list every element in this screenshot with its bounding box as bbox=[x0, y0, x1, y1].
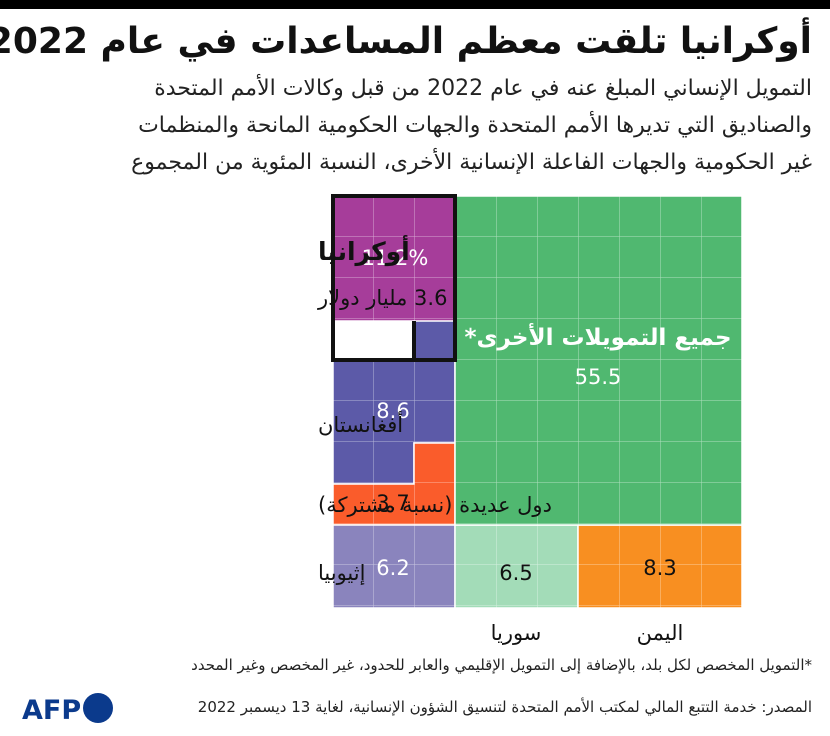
category-label-ethiopia: إثيوبيا bbox=[318, 561, 365, 586]
category-label-ukraine: أوكرانيا bbox=[318, 235, 410, 267]
category-label-afghanistan: أفغانستان bbox=[318, 411, 403, 437]
value-label-syria: 6.5 bbox=[499, 561, 532, 585]
footnote: *التمويل المخصص لكل بلد، بالإضافة إلى ال… bbox=[191, 656, 812, 674]
source-note: المصدر: خدمة التتبع المالي لمكتب الأمم ا… bbox=[197, 698, 812, 716]
value-label-ukraine: 11.2% bbox=[362, 246, 429, 270]
amount-label-ukraine: 3.6 مليار دولار bbox=[317, 286, 447, 310]
afp-logo-text: AFP bbox=[22, 695, 81, 726]
ukraine-highlight-border bbox=[331, 194, 457, 362]
value-label-afghanistan: 8.6 bbox=[376, 399, 409, 423]
category-label-yemen: اليمن bbox=[637, 621, 684, 645]
afp-logo-circle bbox=[83, 693, 113, 723]
value-label-yemen: 8.3 bbox=[643, 556, 676, 580]
chart-title: أوكرانيا تلقت معظم المساعدات في عام 2022 bbox=[0, 21, 812, 62]
subtitle-line: غير الحكومية والجهات الفاعلة الإنسانية ا… bbox=[131, 150, 812, 175]
grid-overlay bbox=[332, 195, 742, 608]
chart-subtitle: التمويل الإنساني المبلغ عنه في عام 2022 … bbox=[12, 70, 812, 181]
top-bar bbox=[0, 0, 830, 9]
category-label-all-other-funding: جميع التمويلات الأخرى* bbox=[464, 322, 731, 351]
category-label-multiple-countries: دول عديدة (نسبة مشتركة) bbox=[318, 493, 552, 517]
subtitle-line: والصناديق التي تديرها الأمم المتحدة والج… bbox=[138, 113, 812, 138]
subtitle-line: التمويل الإنساني المبلغ عنه في عام 2022 … bbox=[154, 76, 812, 101]
value-label-ethiopia: 6.2 bbox=[376, 556, 409, 580]
value-label-multiple-countries: 3.7 bbox=[376, 491, 409, 515]
category-label-syria: سوريا bbox=[491, 621, 542, 645]
value-label-all-other-funding: 55.5 bbox=[575, 365, 622, 389]
afp-logo: AFP bbox=[22, 693, 113, 726]
